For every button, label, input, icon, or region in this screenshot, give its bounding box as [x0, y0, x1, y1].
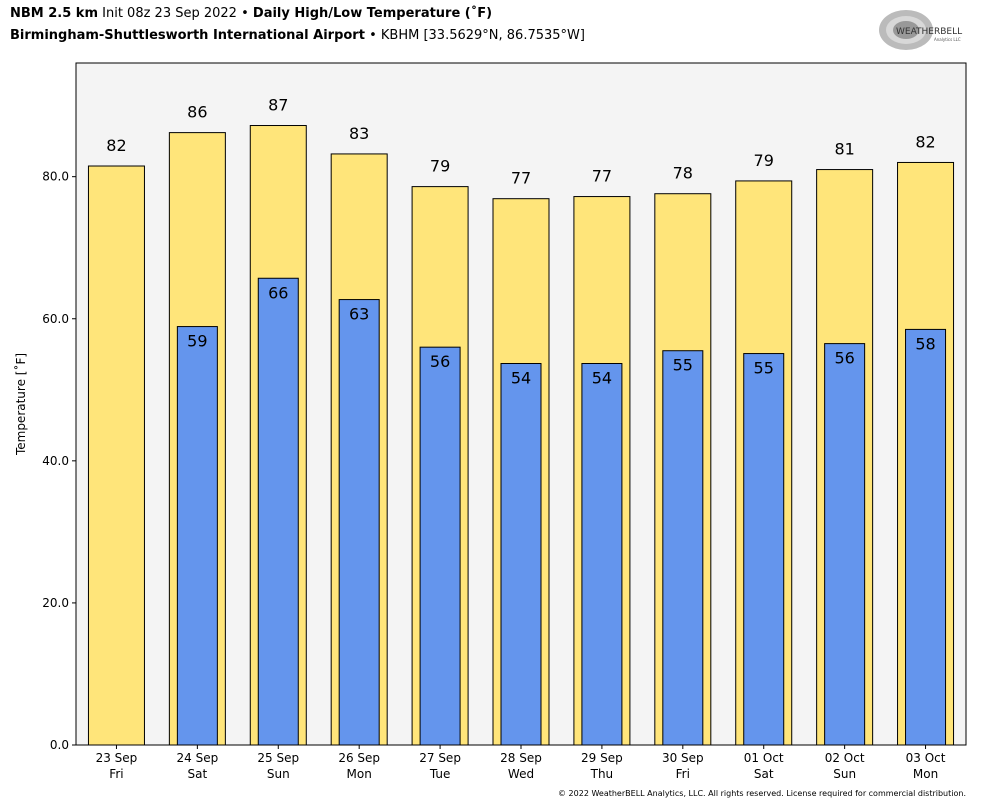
x-tick-day: Fri [676, 767, 690, 781]
x-tick-date: 29 Sep [581, 751, 623, 765]
y-axis-label: Temperature [˚F] [13, 353, 28, 456]
low-bar [176, 326, 218, 746]
x-tick-day: Sun [833, 767, 856, 781]
x-tick-day: Fri [109, 767, 123, 781]
x-tick-day: Mon [347, 767, 372, 781]
low-label: 54 [592, 369, 612, 388]
x-tick-date: 26 Sep [338, 751, 380, 765]
low-label: 66 [268, 283, 288, 302]
svg-text:Analytics LLC: Analytics LLC [934, 37, 961, 42]
model-name: NBM 2.5 km [10, 6, 98, 21]
low-label: 55 [673, 356, 693, 375]
high-label: 82 [915, 132, 935, 151]
high-label: 79 [754, 151, 774, 170]
high-label: 87 [268, 96, 288, 115]
copyright-footer: © 2022 WeatherBELL Analytics, LLC. All r… [558, 789, 966, 798]
x-tick-date: 28 Sep [500, 751, 542, 765]
y-tick-label: 80.0 [42, 170, 69, 184]
station-info: KBHM [33.5629°N, 86.7535°W] [380, 28, 585, 43]
low-bar [500, 363, 542, 746]
low-bar [257, 277, 299, 746]
svg-text:WEATHERBELL: WEATHERBELL [896, 27, 962, 37]
x-tick-day: Thu [590, 767, 614, 781]
low-label: 59 [187, 332, 207, 351]
low-bar [905, 328, 947, 746]
high-label: 83 [349, 124, 369, 143]
x-tick-date: 01 Oct [744, 751, 784, 765]
x-tick-day: Sun [267, 767, 290, 781]
low-label: 58 [915, 334, 935, 353]
x-tick-day: Sat [754, 767, 774, 781]
low-bar [662, 350, 704, 746]
x-tick-date: 30 Sep [662, 751, 704, 765]
low-label: 55 [754, 359, 774, 378]
separator: • [241, 6, 249, 21]
y-tick-label: 40.0 [42, 454, 69, 468]
chart-title-line: NBM 2.5 km Init 08z 23 Sep 2022 • Daily … [10, 6, 492, 21]
high-label: 77 [511, 169, 531, 188]
x-tick-date: 25 Sep [257, 751, 299, 765]
x-tick-date: 03 Oct [906, 751, 946, 765]
high-label: 82 [106, 136, 126, 155]
high-label: 79 [430, 157, 450, 176]
high-label: 81 [834, 140, 854, 159]
low-label: 63 [349, 305, 369, 324]
y-tick-label: 0.0 [50, 738, 69, 752]
product-title: Daily High/Low Temperature (˚F) [252, 6, 493, 21]
low-label: 56 [834, 349, 854, 368]
low-label: 54 [511, 369, 531, 388]
x-tick-date: 02 Oct [825, 751, 865, 765]
low-bar [338, 299, 380, 746]
init-time: Init 08z 23 Sep 2022 [102, 6, 237, 21]
low-bar [419, 346, 461, 746]
x-tick-date: 24 Sep [177, 751, 219, 765]
x-tick-day: Mon [913, 767, 938, 781]
x-tick-date: 23 Sep [96, 751, 138, 765]
low-label: 56 [430, 352, 450, 371]
high-label: 78 [673, 164, 693, 183]
low-bar [581, 363, 623, 746]
high-label: 86 [187, 103, 207, 122]
x-tick-date: 27 Sep [419, 751, 461, 765]
x-tick-day: Tue [429, 767, 451, 781]
high-bar [87, 165, 145, 746]
x-tick-day: Wed [508, 767, 534, 781]
separator: • [369, 28, 377, 43]
x-tick-day: Sat [188, 767, 208, 781]
weatherbell-logo: WEATHERBELL Analytics LLC [876, 6, 968, 54]
low-bar [743, 353, 785, 746]
high-label: 77 [592, 167, 612, 186]
station-name: Birmingham-Shuttlesworth International A… [10, 28, 365, 43]
y-tick-label: 60.0 [42, 312, 69, 326]
low-bar [824, 343, 866, 746]
y-tick-label: 20.0 [42, 596, 69, 610]
station-line: Birmingham-Shuttlesworth International A… [10, 28, 585, 43]
